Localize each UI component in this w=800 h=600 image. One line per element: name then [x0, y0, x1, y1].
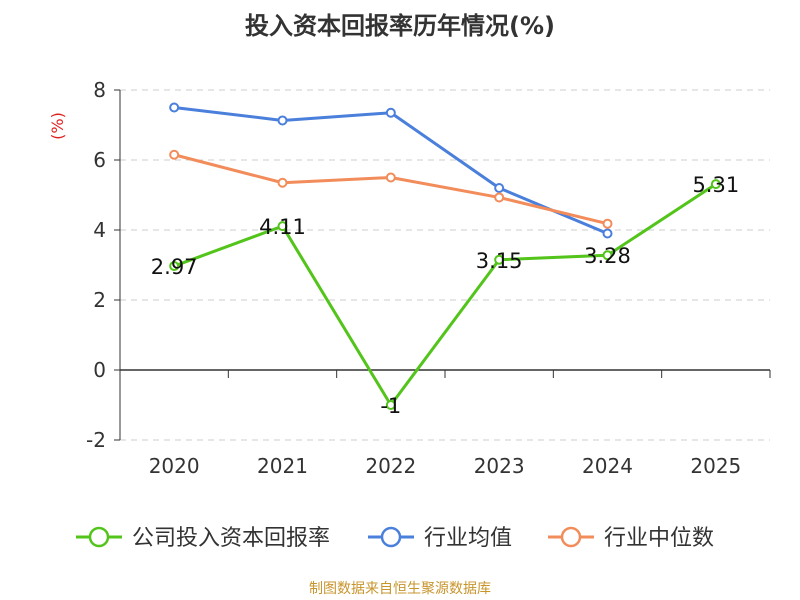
legend-label: 行业均值 [424, 526, 512, 551]
series-lines [169, 102, 721, 410]
data-point [277, 115, 288, 126]
y-tick-label: 6 [93, 148, 106, 172]
y-tick-label: -2 [86, 428, 106, 452]
data-label: 4.11 [259, 215, 306, 239]
legend-swatch-marker [88, 526, 110, 548]
data-point [602, 228, 613, 239]
data-label: -1 [380, 394, 401, 418]
data-point [494, 192, 505, 203]
data-point [385, 172, 396, 183]
data-label: 3.15 [476, 249, 523, 273]
x-tick-label: 2020 [149, 454, 200, 478]
x-tick-label: 2023 [474, 454, 525, 478]
data-point [385, 107, 396, 118]
x-tick-label: 2021 [257, 454, 308, 478]
data-point [277, 221, 288, 232]
x-tick-label: 2022 [365, 454, 416, 478]
data-point [602, 250, 613, 261]
data-point [277, 177, 288, 188]
series-line [173, 182, 717, 407]
data-labels: 2.97 4.11 -1 3.15 3.28 5.31 [151, 173, 739, 418]
data-label: 2.97 [151, 255, 198, 279]
y-tick-label: 2 [93, 288, 106, 312]
legend-label: 公司投入资本回报率 [132, 526, 330, 551]
data-point [169, 102, 180, 113]
legend: 公司投入资本回报率 行业均值 行业中位数 [76, 526, 714, 551]
data-point [169, 149, 180, 160]
y-axis-label: (%) [48, 112, 67, 140]
legend-swatch-marker [560, 526, 582, 548]
data-source-note: 制图数据来自恒生聚源数据库 [309, 581, 491, 597]
chart-title: 投入资本回报率历年情况(%) [245, 12, 555, 40]
y-tick-label: 4 [93, 218, 106, 242]
data-point [494, 254, 505, 265]
legend-swatch-marker [380, 526, 402, 548]
data-point [494, 183, 505, 193]
legend-label: 行业中位数 [604, 526, 714, 551]
y-tick-label: 8 [93, 78, 106, 102]
grid-lines [120, 89, 770, 441]
x-tick-label: 2025 [690, 454, 741, 478]
data-point [169, 261, 180, 272]
series-line [173, 153, 608, 226]
axes: -2 0 2 4 6 8 2020 2021 2022 2023 2024 2025 (%) [48, 78, 771, 478]
data-label: 3.28 [584, 244, 631, 268]
x-tick-label: 2024 [582, 454, 633, 478]
data-point [710, 179, 721, 190]
data-point [385, 400, 396, 410]
y-tick-label: 0 [93, 358, 106, 382]
data-label: 5.31 [692, 173, 739, 197]
data-point [602, 218, 613, 229]
